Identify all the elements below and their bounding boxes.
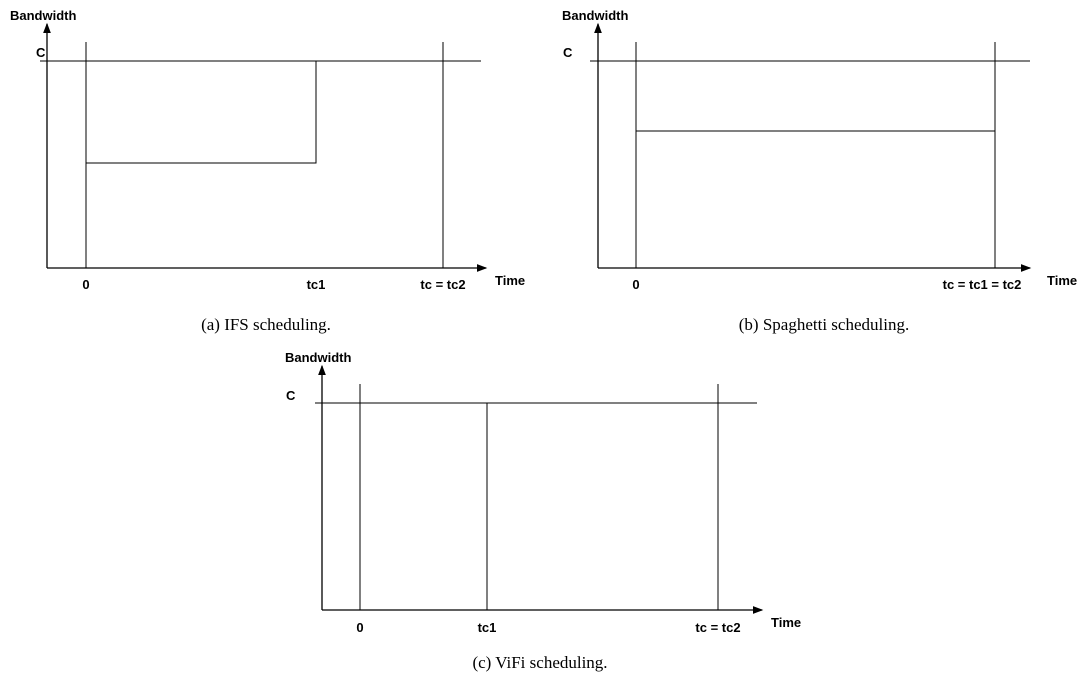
y-axis-label: Bandwidth	[562, 8, 628, 23]
panel-c: Bandwidth C 0 tc1 tc = tc2 Time (c) ViFi…	[285, 350, 801, 672]
capacity-label: C	[563, 45, 573, 60]
region	[635, 130, 996, 269]
region	[359, 402, 488, 611]
x-axis-label: Time	[495, 273, 525, 288]
x-label: tc1	[478, 620, 497, 635]
y-axis-label: Bandwidth	[285, 350, 351, 365]
x-label: tc = tc2	[695, 620, 740, 635]
caption: (b) Spaghetti scheduling.	[739, 315, 909, 334]
x-label: tc = tc2	[420, 277, 465, 292]
x-label: 0	[632, 277, 639, 292]
caption: (a) IFS scheduling.	[201, 315, 331, 334]
x-label: tc1	[307, 277, 326, 292]
x-label: 0	[82, 277, 89, 292]
capacity-label: C	[286, 388, 296, 403]
region	[486, 402, 719, 611]
caption: (c) ViFi scheduling.	[472, 653, 607, 672]
region	[635, 60, 996, 132]
x-label: 0	[356, 620, 363, 635]
x-axis-label: Time	[1047, 273, 1077, 288]
capacity-label: C	[36, 45, 46, 60]
y-axis-label: Bandwidth	[10, 8, 76, 23]
x-label: tc = tc1 = tc2	[943, 277, 1022, 292]
panel-a: Bandwidth C 0 tc1 tc = tc2 Time (a) IFS …	[10, 8, 525, 334]
panel-b: Bandwidth C 0 tc = tc1 = tc2 Time (b) Sp…	[562, 8, 1077, 334]
region-bg	[86, 61, 316, 163]
x-axis-label: Time	[771, 615, 801, 630]
